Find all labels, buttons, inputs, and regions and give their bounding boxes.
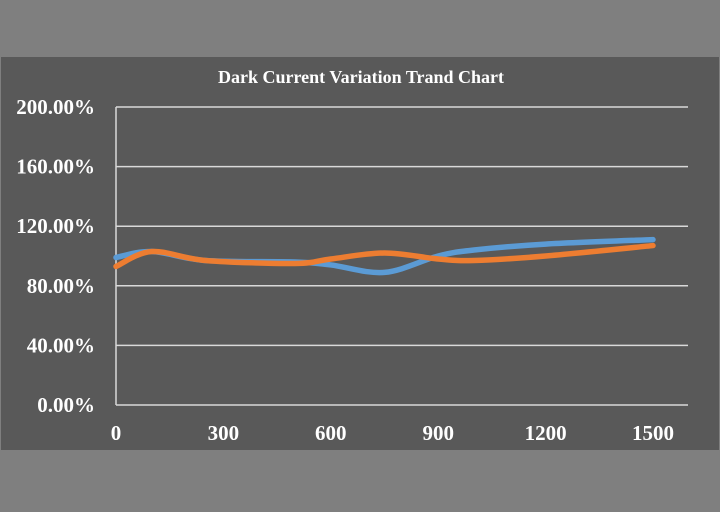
y-tick-label: 160.00% [16,155,95,179]
chart-title: Dark Current Variation Trand Chart [218,67,504,87]
y-tick-label: 120.00% [16,214,95,238]
x-tick-label: 1200 [525,421,567,445]
x-tick-label: 0 [111,421,122,445]
y-tick-label: 0.00% [37,393,95,417]
series-line-2 [113,242,656,270]
x-tick-label: 600 [315,421,347,445]
y-tick-label: 80.00% [27,274,95,298]
x-tick-label: 300 [208,421,240,445]
x-tick-label: 900 [422,421,454,445]
y-tick-label: 40.00% [27,333,95,357]
x-tick-label: 1500 [632,421,674,445]
y-tick-label: 200.00% [16,95,95,119]
